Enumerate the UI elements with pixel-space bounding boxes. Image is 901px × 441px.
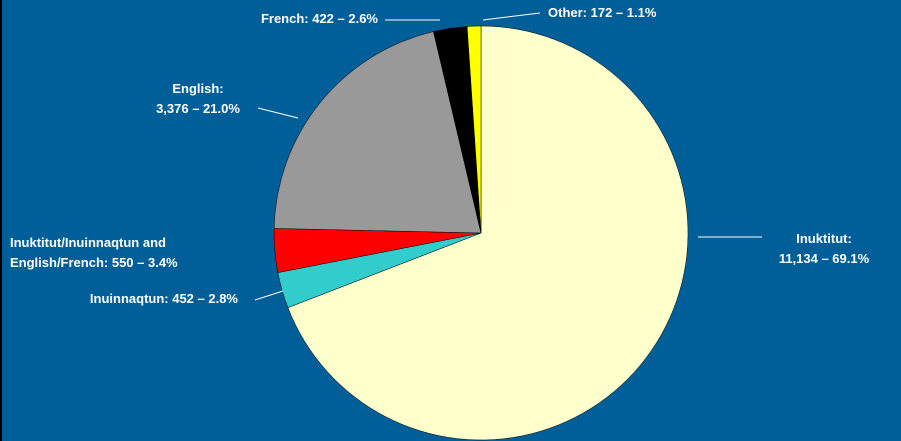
leader-line <box>254 290 284 301</box>
slice-label: English: 3,376 – 21.0% <box>156 81 240 116</box>
pie-slice <box>287 25 689 441</box>
slice-label: Inuinnaqtun: 452 – 2.8% <box>90 291 239 306</box>
leader-line <box>257 107 299 119</box>
pie-slice <box>466 25 482 234</box>
slice-label: Inuktitut/Inuinnaqtun and English/French:… <box>10 235 178 270</box>
pie-slice <box>273 31 482 234</box>
slice-label: Inuktitut: 11,134 – 69.1% <box>779 231 870 266</box>
slice-label: Other: 172 – 1.1% <box>548 5 657 20</box>
leader-line <box>482 12 541 21</box>
slice-label: French: 422 – 2.6% <box>261 11 378 26</box>
